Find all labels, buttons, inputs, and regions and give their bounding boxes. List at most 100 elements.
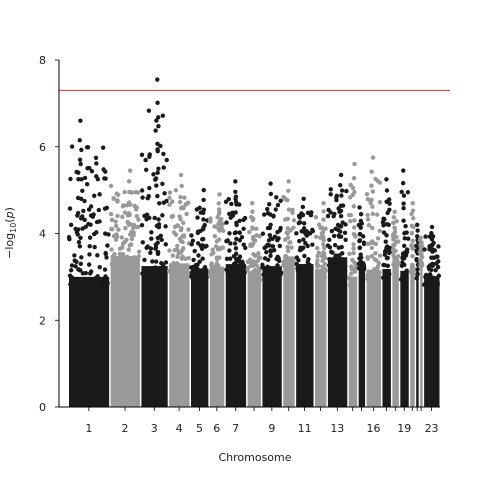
snp-point xyxy=(224,220,229,225)
snp-point xyxy=(357,238,362,244)
x-tick-label-2: 2 xyxy=(122,422,129,435)
snp-point xyxy=(394,234,399,240)
snp-point xyxy=(159,237,164,243)
snp-point xyxy=(369,239,374,245)
snp-point xyxy=(262,245,267,251)
snp-point xyxy=(322,245,327,251)
snp-point xyxy=(351,242,356,247)
chromosome-8-dense-points xyxy=(247,271,261,407)
snp-point xyxy=(136,254,141,259)
snp-point xyxy=(275,202,281,208)
snp-point xyxy=(320,242,326,247)
snp-point xyxy=(404,249,410,255)
snp-point xyxy=(103,169,108,174)
snp-point xyxy=(220,221,226,227)
chromosome-10-top-point xyxy=(286,179,291,184)
snp-point xyxy=(338,183,343,188)
chromosome-18-top-point xyxy=(392,209,397,215)
snp-point xyxy=(402,243,407,248)
snp-point xyxy=(297,247,303,253)
snp-point xyxy=(359,267,364,272)
snp-point xyxy=(351,204,357,209)
snp-point xyxy=(178,205,184,211)
chromosome-2-points xyxy=(108,168,142,407)
chromosome-14-top-point xyxy=(352,161,357,167)
snp-point xyxy=(86,221,91,227)
snp-point xyxy=(106,232,111,237)
snp-point xyxy=(160,271,166,277)
chromosome-8-top-point xyxy=(250,200,255,206)
snp-point xyxy=(296,220,302,226)
snp-point xyxy=(338,234,344,239)
snp-point xyxy=(233,262,238,268)
snp-point xyxy=(291,218,297,223)
snp-point xyxy=(352,276,358,281)
snp-point xyxy=(373,241,379,247)
snp-point xyxy=(277,228,283,233)
snp-point xyxy=(130,258,135,264)
snp-point xyxy=(139,152,145,157)
snp-point xyxy=(160,181,165,187)
snp-point xyxy=(181,233,187,238)
chromosome-5-points xyxy=(189,187,210,407)
snp-point xyxy=(217,255,222,260)
snp-point xyxy=(415,245,420,250)
snp-point xyxy=(410,246,415,251)
snp-point xyxy=(429,230,434,236)
snp-point xyxy=(402,236,407,241)
snp-point xyxy=(306,266,311,272)
chromosome-12-dense-points xyxy=(315,268,327,407)
snp-point xyxy=(83,279,88,284)
chromosome-16-points xyxy=(364,155,383,407)
chromosome-23-points xyxy=(421,224,442,407)
snp-point xyxy=(435,254,440,259)
x-tick-label-13: 13 xyxy=(330,422,344,435)
snp-point xyxy=(245,259,250,265)
snp-point xyxy=(401,271,407,276)
snp-point xyxy=(191,257,196,263)
snp-point xyxy=(423,234,428,239)
snp-point xyxy=(68,176,73,182)
snp-point xyxy=(268,249,274,254)
snp-point xyxy=(155,170,160,175)
snp-point xyxy=(361,240,367,245)
snp-point xyxy=(119,245,124,250)
x-tick-label-1: 1 xyxy=(85,422,92,435)
snp-point xyxy=(250,260,255,265)
snp-point xyxy=(391,231,397,237)
snp-point xyxy=(287,240,292,245)
chromosome-2-top-point xyxy=(127,168,133,173)
snp-point xyxy=(217,210,222,215)
snp-point xyxy=(190,238,196,243)
snp-point xyxy=(88,204,94,209)
chromosome-1-top-point xyxy=(78,118,83,123)
snp-point xyxy=(186,255,191,261)
snp-point xyxy=(97,219,102,224)
snp-point xyxy=(229,201,234,207)
snp-point xyxy=(140,195,145,200)
snp-point xyxy=(87,165,92,171)
snp-point xyxy=(237,230,242,235)
snp-point xyxy=(108,183,114,189)
snp-point xyxy=(338,203,344,209)
snp-point xyxy=(200,256,205,261)
snp-point xyxy=(384,188,390,193)
snp-point xyxy=(400,260,405,265)
snp-point xyxy=(233,210,238,215)
x-tick-label-16: 16 xyxy=(367,422,381,435)
snp-point xyxy=(143,167,149,173)
snp-point xyxy=(136,249,142,254)
snp-point xyxy=(83,224,88,229)
snp-point xyxy=(313,214,319,220)
snp-point xyxy=(401,201,406,206)
snp-point xyxy=(333,254,338,260)
snp-point xyxy=(314,245,320,251)
snp-point xyxy=(377,199,383,205)
snp-point xyxy=(329,228,335,234)
snp-point xyxy=(234,236,239,242)
snp-point xyxy=(252,238,258,243)
snp-point xyxy=(338,213,344,219)
chromosome-19-points xyxy=(398,168,411,407)
snp-point xyxy=(385,210,390,216)
snp-point xyxy=(195,266,200,271)
